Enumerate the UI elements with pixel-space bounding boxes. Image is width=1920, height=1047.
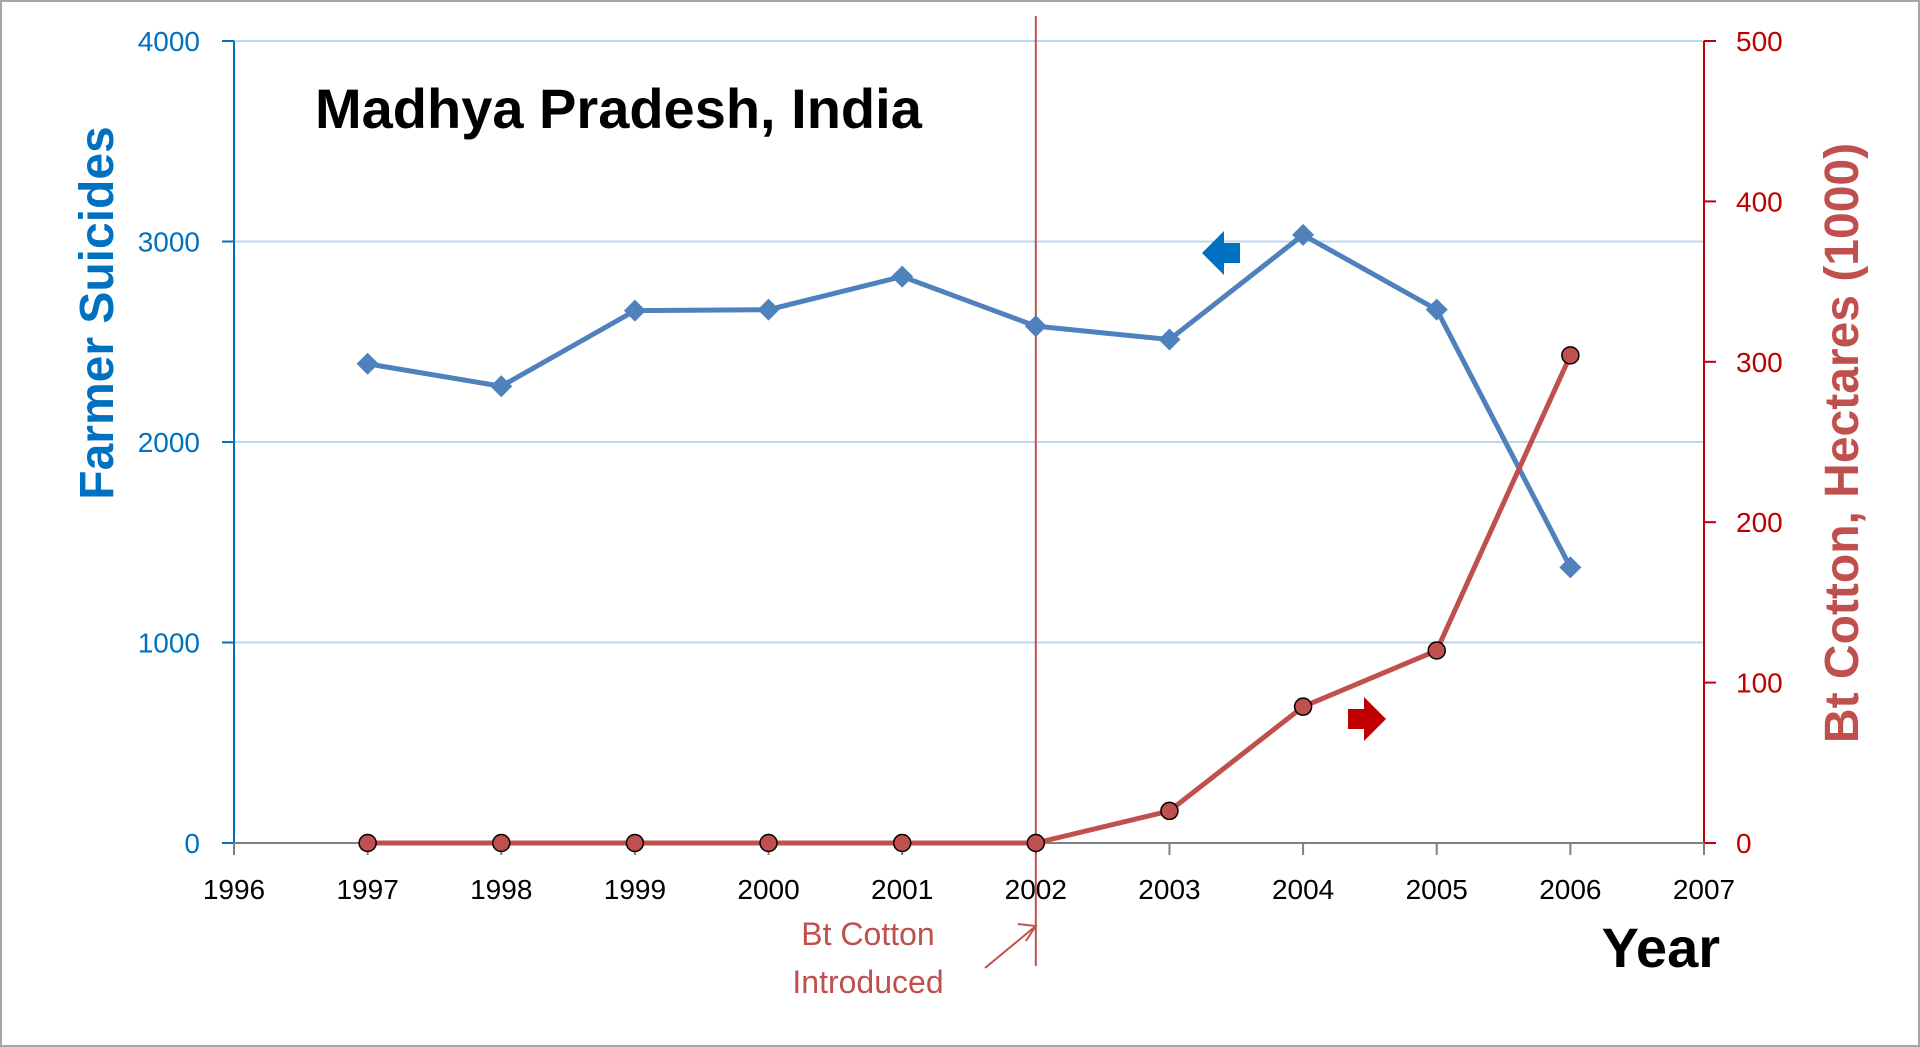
farmer-suicides-point [1292, 223, 1315, 246]
x-axis-title: Year [1602, 916, 1720, 979]
bt-cotton-point [358, 833, 377, 853]
farmer-suicides-point [1024, 315, 1047, 338]
bt-cotton-point [1293, 697, 1313, 716]
y-tick-label-left: 2000 [138, 427, 200, 458]
y-tick-label-right: 0 [1736, 828, 1752, 859]
bt-cotton-point [759, 833, 778, 853]
y-tick-label-right: 400 [1736, 186, 1783, 217]
x-tick-label: 2004 [1272, 874, 1334, 905]
y-axis-right-title: Bt Cotton, Hectares (1000) [1816, 143, 1869, 743]
bt-cotton-point [1026, 833, 1046, 853]
farmer-suicides-point [356, 352, 379, 375]
annotation-pointer-line [984, 925, 1037, 969]
left-axis-arrow-icon [1202, 231, 1240, 275]
x-tick-label: 1997 [336, 874, 398, 905]
farmer-suicides-point [1425, 298, 1448, 321]
bt-cotton-point [1427, 641, 1446, 660]
x-tick-label: 2005 [1406, 874, 1468, 905]
farmer-suicides-line [367, 232, 1573, 569]
y-tick-label-left: 0 [184, 828, 200, 859]
y-axis-left-title: Farmer Suicides [71, 126, 124, 500]
y-tick-label-right: 300 [1736, 347, 1783, 378]
y-tick-label-right: 500 [1736, 26, 1783, 57]
x-tick-label: 1996 [203, 874, 265, 905]
chart-title: Madhya Pradesh, India [315, 77, 923, 140]
x-tick-label: 2006 [1539, 874, 1601, 905]
x-tick-label: 2007 [1673, 874, 1735, 905]
y-tick-label-left: 1000 [138, 628, 200, 659]
y-tick-label-left: 4000 [138, 26, 200, 57]
farmer-suicides-point [623, 299, 646, 322]
x-tick-label: 1998 [470, 874, 532, 905]
gridlines [234, 40, 1704, 644]
farmer-suicides-point [1559, 556, 1582, 579]
x-tick-label: 2003 [1138, 874, 1200, 905]
bt-cotton-point [1561, 346, 1580, 365]
bt-cotton-point [492, 833, 511, 853]
farmer-suicides-point [1158, 328, 1181, 351]
y-tick-label-left: 3000 [138, 227, 200, 258]
farmer-suicides-point [891, 265, 914, 288]
series [356, 223, 1582, 853]
x-tick-label: 2001 [871, 874, 933, 905]
annotation-pointer-arrowhead [1017, 923, 1038, 942]
bt-cotton-point [625, 833, 645, 853]
y-tick-label-right: 100 [1736, 668, 1783, 699]
right-axis-arrow-icon [1348, 697, 1386, 741]
bt-cotton-point [892, 833, 912, 853]
annotations: Bt Cotton Introduced [792, 16, 1386, 1000]
axes: 0 1000 2000 3000 4000 0 100 200 300 400 500 1996 199… [138, 26, 1783, 905]
bt-cotton-line [367, 354, 1573, 846]
x-tick-label: 1999 [604, 874, 666, 905]
bt-cotton-point [1160, 801, 1179, 821]
y-tick-label-right: 200 [1736, 507, 1783, 538]
farmer-suicides-point [757, 298, 780, 321]
farmer-suicides-point [490, 375, 513, 398]
bt-cotton-introduced-label: Bt Cotton Introduced [792, 916, 943, 1000]
x-tick-label: 2000 [737, 874, 799, 905]
